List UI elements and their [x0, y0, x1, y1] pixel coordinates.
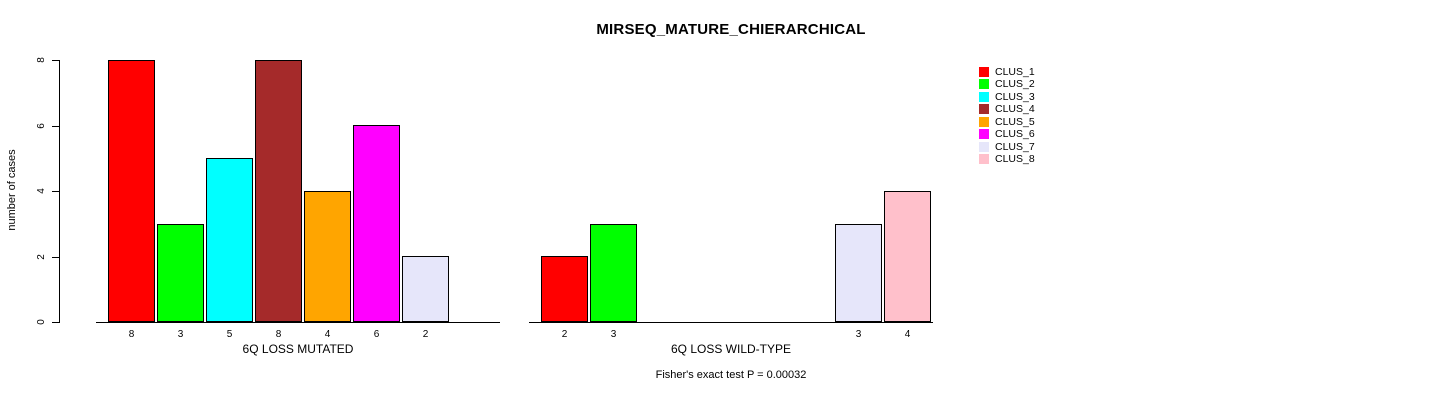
- bar-wild-type-clus_8: [884, 191, 931, 322]
- legend-swatch-icon: [979, 116, 989, 127]
- bar-wild-type-clus_7: [835, 224, 882, 322]
- legend-label: CLUS_2: [995, 78, 1035, 91]
- bar-value-label: 2: [561, 329, 568, 340]
- x-axis-label-mutated: 6Q LOSS MUTATED: [242, 342, 354, 356]
- bar-value-label: 8: [275, 329, 282, 340]
- bar-wild-type-clus_1: [541, 256, 588, 322]
- bar-value-label: 2: [422, 329, 429, 340]
- x-axis-line-wild-type: [529, 322, 933, 323]
- legend-label: CLUS_6: [995, 128, 1035, 141]
- legend-swatch-icon: [979, 79, 989, 90]
- legend-label: CLUS_5: [995, 115, 1035, 128]
- y-axis-tick: [52, 126, 59, 127]
- bar-value-label: 4: [324, 329, 331, 340]
- y-axis-tick-label: 2: [36, 254, 47, 260]
- legend-label: CLUS_8: [995, 153, 1035, 166]
- bar-value-label: 3: [610, 329, 617, 340]
- legend-label: CLUS_3: [995, 90, 1035, 103]
- legend-swatch-icon: [979, 91, 989, 102]
- y-axis-tick: [52, 257, 59, 258]
- bar-value-label: 4: [904, 329, 911, 340]
- bar-wild-type-clus_2: [590, 224, 637, 322]
- bar-mutated-clus_3: [206, 158, 253, 322]
- legend-swatch-icon: [979, 141, 989, 152]
- bar-mutated-clus_5: [304, 191, 351, 322]
- y-axis-line: [59, 60, 60, 323]
- y-axis-tick: [52, 322, 59, 323]
- bar-mutated-clus_2: [157, 224, 204, 322]
- legend-swatch-icon: [979, 67, 989, 77]
- x-axis-line-mutated: [96, 322, 500, 323]
- bar-mutated-clus_1: [108, 60, 155, 322]
- legend-label: CLUS_7: [995, 140, 1035, 153]
- legend-label: CLUS_1: [995, 66, 1035, 78]
- bar-value-label: 5: [226, 329, 233, 340]
- y-axis-tick-label: 6: [36, 123, 47, 129]
- y-axis-tick-label: 8: [36, 57, 47, 63]
- bar-mutated-clus_7: [402, 256, 449, 322]
- bar-mutated-clus_4: [255, 60, 302, 322]
- x-axis-label-wildtype: 6Q LOSS WILD-TYPE: [670, 342, 792, 356]
- y-axis-tick-label: 4: [36, 188, 47, 194]
- bar-mutated-clus_6: [353, 125, 400, 322]
- legend-label: CLUS_4: [995, 103, 1035, 116]
- legend-swatch-icon: [979, 129, 989, 140]
- bar-value-label: 3: [855, 329, 862, 340]
- bar-value-label: 3: [177, 329, 184, 340]
- bar-value-label: 6: [373, 329, 380, 340]
- y-axis-label: number of cases: [6, 149, 18, 231]
- chart-title: MIRSEQ_MATURE_CHIERARCHICAL: [596, 21, 866, 38]
- y-axis-tick: [52, 191, 59, 192]
- y-axis-tick-label: 0: [36, 319, 47, 325]
- bar-value-label: 8: [128, 329, 135, 340]
- y-axis-tick: [52, 60, 59, 61]
- legend-swatch-icon: [979, 154, 989, 165]
- legend-swatch-icon: [979, 104, 989, 115]
- fisher-test-note: Fisher's exact test P = 0.00032: [655, 369, 807, 381]
